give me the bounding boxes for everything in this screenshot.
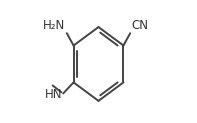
Text: HN: HN — [44, 88, 62, 101]
Text: H₂N: H₂N — [43, 19, 66, 32]
Text: CN: CN — [131, 19, 148, 32]
